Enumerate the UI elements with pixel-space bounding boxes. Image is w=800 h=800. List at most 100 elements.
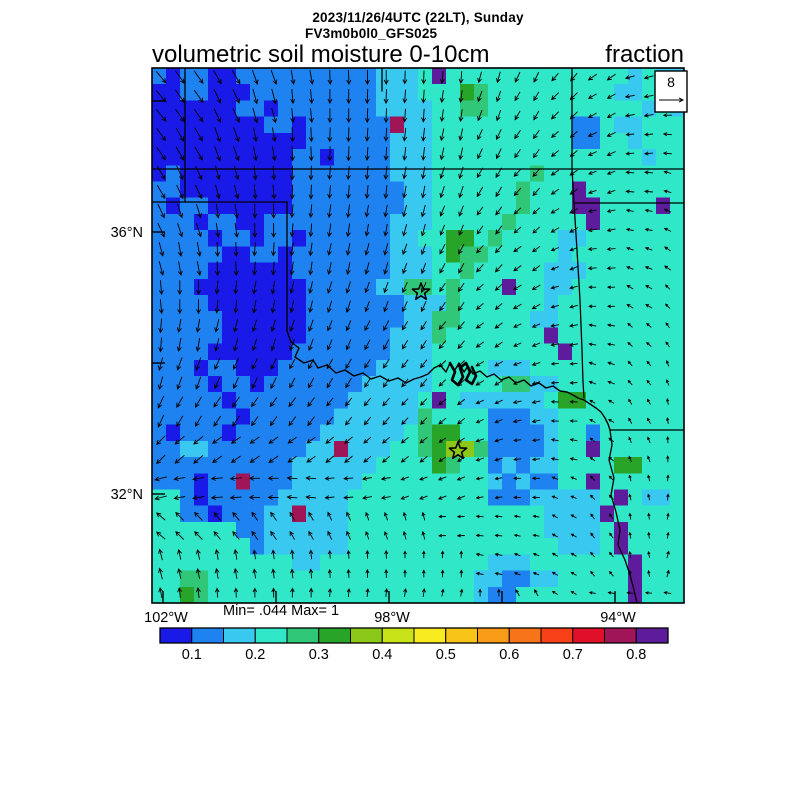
wind-arrow xyxy=(308,281,314,295)
wind-arrow xyxy=(402,185,408,199)
wind-arrow xyxy=(271,549,276,560)
soil-cell xyxy=(362,181,377,199)
wind-arrow xyxy=(365,549,370,559)
soil-cell xyxy=(236,457,251,474)
soil-cell xyxy=(642,538,657,555)
wind-arrow xyxy=(458,262,465,274)
soil-cell xyxy=(586,408,601,426)
soil-cell xyxy=(194,181,209,199)
wind-arrow xyxy=(383,146,389,161)
wind-arrow xyxy=(233,241,239,257)
soil-cell xyxy=(516,505,531,523)
wind-arrow xyxy=(213,415,222,427)
soil-cell xyxy=(194,489,209,507)
wind-arrow xyxy=(589,456,596,462)
soil-cell xyxy=(264,132,279,150)
soil-cell xyxy=(642,554,657,572)
wind-arrow xyxy=(569,150,578,157)
wind-arrow xyxy=(532,187,541,197)
soil-cell xyxy=(208,262,223,280)
soil-cell xyxy=(502,262,517,280)
soil-cell xyxy=(236,554,251,572)
wind-arrow xyxy=(383,301,389,313)
wind-arrow xyxy=(230,436,241,444)
soil-cell xyxy=(404,489,419,507)
wind-arrow xyxy=(588,323,597,328)
wind-arrow xyxy=(286,475,298,481)
red-river-meanders xyxy=(448,361,478,387)
soil-cell xyxy=(250,327,265,345)
soil-cell xyxy=(572,181,587,199)
wind-arrow xyxy=(439,166,445,180)
soil-cell xyxy=(418,457,433,474)
soil-cell xyxy=(390,586,405,603)
soil-cell xyxy=(236,295,251,312)
soil-cell xyxy=(474,149,489,166)
wind-arrow xyxy=(644,132,654,137)
wind-arrow xyxy=(569,188,578,195)
soil-cell xyxy=(180,149,195,166)
wind-arrow xyxy=(382,436,390,444)
soil-cell xyxy=(516,489,531,507)
soil-cell xyxy=(418,116,433,134)
soil-cell xyxy=(446,295,461,312)
wind-arrow xyxy=(625,208,634,213)
wind-arrow xyxy=(495,129,502,141)
wind-arrow xyxy=(532,129,540,140)
wind-arrow xyxy=(570,514,577,519)
wind-arrow xyxy=(531,419,541,424)
soil-cell xyxy=(180,554,195,572)
soil-cell xyxy=(586,440,601,458)
wind-arrow xyxy=(345,320,352,332)
wind-arrow xyxy=(343,495,354,500)
wind-arrow xyxy=(532,572,540,576)
wind-arrow xyxy=(402,204,408,218)
soil-cell xyxy=(544,230,559,247)
soil-cell xyxy=(362,116,377,134)
soil-cell xyxy=(544,343,559,361)
wind-arrow xyxy=(550,150,559,157)
wind-arrow xyxy=(420,243,427,256)
colorbar-segment xyxy=(413,627,447,644)
wind-arrow xyxy=(551,72,559,82)
soil-cell xyxy=(236,181,251,199)
wind-arrow xyxy=(625,170,635,175)
soil-cell xyxy=(292,246,307,263)
soil-cell xyxy=(334,538,349,555)
soil-cell xyxy=(320,408,335,426)
soil-cell xyxy=(432,538,447,555)
wind-arrow xyxy=(362,495,372,500)
soil-cell xyxy=(306,570,321,588)
soil-cell xyxy=(152,84,167,101)
wind-arrow xyxy=(550,342,560,347)
wind-arrow xyxy=(289,358,296,370)
wind-arrow xyxy=(364,378,371,388)
soil-cell xyxy=(166,586,181,603)
wind-arrow xyxy=(177,299,183,315)
soil-cell xyxy=(502,295,517,312)
soil-cell xyxy=(642,586,657,603)
soil-cell xyxy=(502,343,517,361)
soil-cell xyxy=(558,376,573,393)
soil-cell xyxy=(446,489,461,507)
soil-cell xyxy=(628,473,643,490)
wind-arrow xyxy=(364,108,370,124)
soil-cell xyxy=(376,473,391,490)
wind-arrow xyxy=(309,70,315,85)
soil-cell xyxy=(348,132,363,150)
soil-cell xyxy=(558,132,573,150)
soil-cell xyxy=(250,570,265,588)
wind-arrow xyxy=(194,146,203,161)
soil-cell xyxy=(502,132,517,150)
wind-arrow xyxy=(665,303,671,309)
soil-cell xyxy=(614,165,629,182)
soil-cell xyxy=(306,376,321,393)
soil-cell xyxy=(208,197,223,215)
wind-arrow xyxy=(193,454,204,464)
wind-arrow xyxy=(644,170,654,175)
soil-cell xyxy=(306,181,321,199)
wind-arrow xyxy=(383,223,389,237)
colorbar-segment xyxy=(318,627,351,644)
wind-arrow xyxy=(232,377,239,390)
wind-arrow xyxy=(512,400,522,405)
